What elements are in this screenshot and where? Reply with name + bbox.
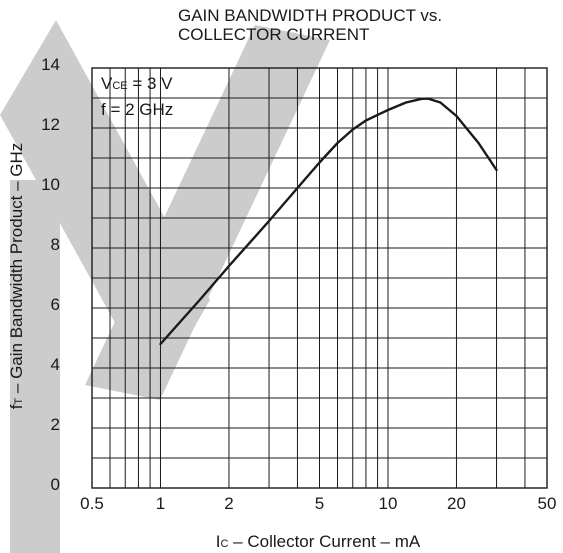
y-tick-label: 12	[41, 115, 60, 134]
condition-vce: VCE = 3 V	[101, 74, 173, 94]
y-axis-label: fT – Gain Bandwidth Product – GHz	[7, 143, 27, 410]
x-tick-label: 50	[537, 494, 557, 513]
y-tick-label: 14	[41, 55, 60, 74]
y-tick-label: 2	[50, 415, 60, 434]
condition-vce-main: V	[101, 74, 113, 93]
chart-title-line-1: GAIN BANDWIDTH PRODUCT vs.	[178, 6, 443, 25]
condition-freq: f = 2 GHz	[101, 100, 173, 120]
watermark-stroke-3	[10, 180, 60, 553]
x-axis-label-rest: – Collector Current – mA	[228, 532, 421, 551]
x-tick-label: 5	[314, 494, 325, 513]
condition-vce-sub: CE	[112, 80, 128, 92]
series-line	[159, 97, 498, 346]
x-tick-label: 20	[446, 494, 466, 513]
chart-title-line-2: COLLECTOR CURRENT	[178, 25, 370, 44]
y-tick-label: 6	[50, 295, 60, 314]
chart-title: GAIN BANDWIDTH PRODUCT vs. COLLECTOR CUR…	[178, 6, 442, 44]
x-axis-label-main: I	[215, 532, 221, 551]
x-tick-label: 10	[378, 494, 398, 513]
y-axis-label-sub: T	[13, 397, 25, 405]
condition-freq-main: f = 2 GHz	[101, 100, 174, 119]
x-axis-label: IC – Collector Current – mA	[216, 532, 420, 552]
condition-vce-rest: = 3 V	[127, 74, 173, 93]
y-tick-label: 4	[50, 355, 60, 374]
x-axis-label-sub: C	[220, 538, 229, 550]
y-tick-label: 8	[50, 235, 60, 254]
y-axis-label-main: f	[7, 404, 26, 410]
x-tick-label: 2	[224, 494, 234, 513]
y-tick-label: 0	[50, 475, 60, 494]
x-tick-label: 0.5	[80, 494, 104, 513]
x-tick-label: 1	[155, 494, 166, 513]
y-tick-label: 10	[41, 175, 60, 194]
plot-frame	[91, 67, 548, 489]
y-axis-label-rest: – Gain Bandwidth Product – GHz	[7, 142, 26, 398]
grid	[92, 68, 547, 488]
